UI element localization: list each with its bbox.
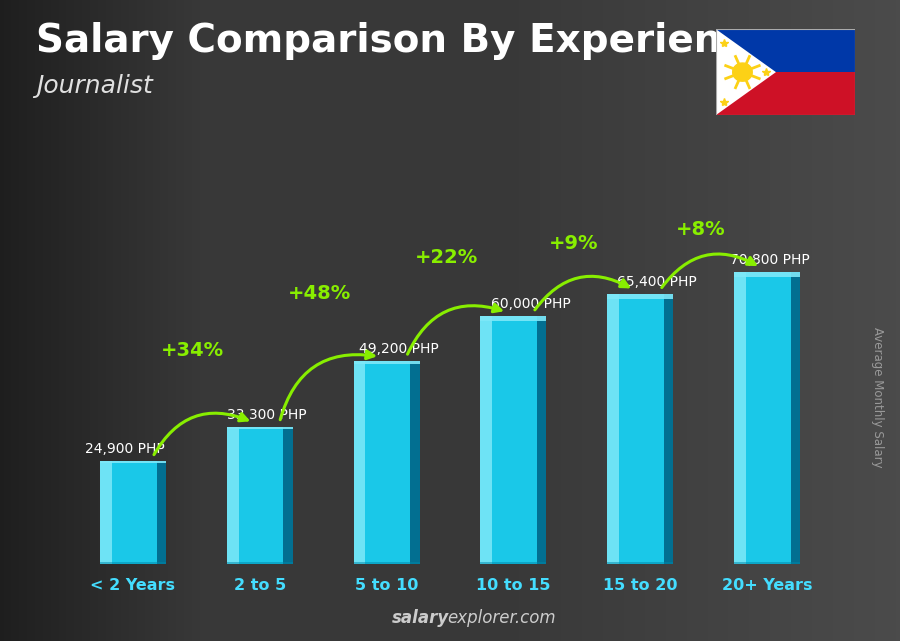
Bar <box>608 294 619 564</box>
Bar <box>410 361 419 564</box>
Bar <box>227 562 292 564</box>
Bar <box>481 316 546 320</box>
Text: +48%: +48% <box>288 284 351 303</box>
FancyArrowPatch shape <box>408 304 501 354</box>
Text: Journalist: Journalist <box>36 74 153 97</box>
FancyArrowPatch shape <box>662 254 755 288</box>
Bar <box>354 361 419 365</box>
Bar <box>227 426 239 564</box>
Text: 24,900 PHP: 24,900 PHP <box>85 442 165 456</box>
Bar <box>791 272 800 564</box>
Bar <box>734 272 800 564</box>
Text: Average Monthly Salary: Average Monthly Salary <box>871 327 884 468</box>
Bar <box>100 462 112 564</box>
FancyArrowPatch shape <box>535 276 628 310</box>
Bar <box>354 361 365 564</box>
Text: 33,300 PHP: 33,300 PHP <box>227 408 306 422</box>
Bar <box>354 562 419 564</box>
Text: 65,400 PHP: 65,400 PHP <box>617 275 698 289</box>
Bar <box>354 361 419 564</box>
Bar <box>608 294 673 299</box>
Bar <box>734 272 800 277</box>
Text: 49,200 PHP: 49,200 PHP <box>358 342 438 356</box>
Bar <box>157 462 166 564</box>
Text: Salary Comparison By Experience: Salary Comparison By Experience <box>36 22 770 60</box>
Text: +8%: +8% <box>675 220 725 238</box>
Bar <box>481 316 492 564</box>
Text: 60,000 PHP: 60,000 PHP <box>491 297 571 312</box>
Polygon shape <box>716 29 776 115</box>
Text: +22%: +22% <box>415 247 478 267</box>
Bar <box>734 562 800 564</box>
Bar <box>481 316 546 564</box>
Bar <box>734 272 746 564</box>
Circle shape <box>733 63 752 81</box>
Bar <box>481 562 546 564</box>
Polygon shape <box>716 29 855 72</box>
Bar <box>100 462 166 463</box>
Text: +9%: +9% <box>549 233 598 253</box>
Text: explorer.com: explorer.com <box>447 609 556 627</box>
FancyArrowPatch shape <box>154 413 248 454</box>
Bar <box>284 426 292 564</box>
Bar <box>608 562 673 564</box>
FancyArrowPatch shape <box>280 351 373 420</box>
Bar <box>537 316 546 564</box>
Bar <box>100 562 166 564</box>
Bar <box>227 426 292 429</box>
Text: +34%: +34% <box>161 342 224 360</box>
Bar <box>227 426 292 564</box>
Bar <box>664 294 673 564</box>
Bar <box>608 294 673 564</box>
Text: 70,800 PHP: 70,800 PHP <box>730 253 810 267</box>
Bar <box>100 462 166 564</box>
Text: salary: salary <box>392 609 449 627</box>
Polygon shape <box>716 72 855 115</box>
